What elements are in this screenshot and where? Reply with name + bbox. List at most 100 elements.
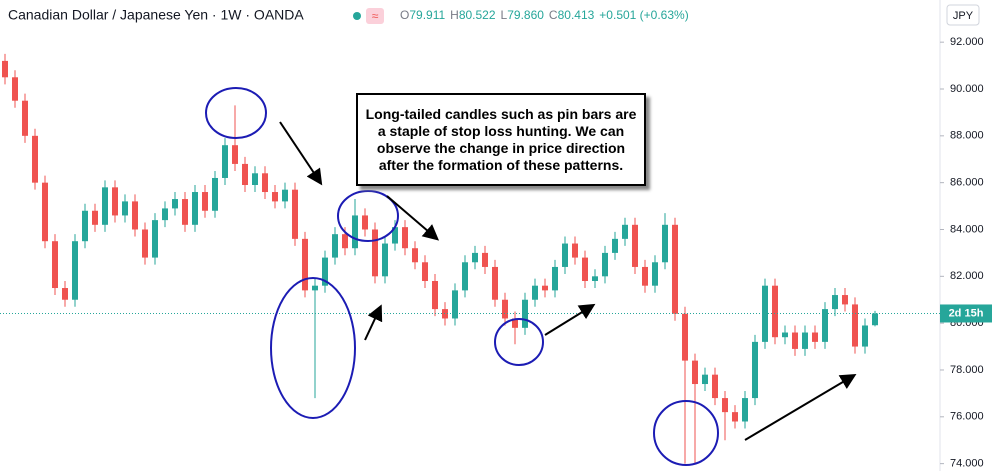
ohlc-value: 80.522 <box>459 8 496 22</box>
y-tick-label: 82.000 <box>950 270 984 282</box>
candle-body <box>592 276 598 282</box>
candle-body <box>362 215 368 230</box>
candle-body <box>852 304 858 347</box>
candle-body <box>582 257 588 282</box>
candle-body <box>832 295 838 310</box>
candle-body <box>652 262 658 286</box>
candle-body <box>502 299 508 319</box>
candle-body <box>102 187 108 225</box>
annotation-box: Long-tailed candles such as pin bars are… <box>356 93 646 186</box>
candle-body <box>472 252 478 263</box>
candle-body <box>422 262 428 282</box>
candle-body <box>842 295 848 305</box>
candle-body <box>732 412 738 422</box>
candle-body <box>302 238 308 291</box>
arrows <box>279 121 857 441</box>
y-tick-label: 78.000 <box>950 364 984 376</box>
ohlc-text: O79.911 H80.522 L79.860 C80.413 +0.501 (+0.6… <box>400 8 689 22</box>
arrow <box>386 195 440 241</box>
candle-body <box>672 224 678 314</box>
candles <box>2 53 878 464</box>
currency-button[interactable] <box>946 4 980 26</box>
candle-body <box>392 227 398 244</box>
candle-body <box>82 210 88 242</box>
countdown: 2d 15h <box>949 307 984 319</box>
candle-body <box>92 210 98 225</box>
candle-body <box>242 163 248 186</box>
status-dot <box>353 12 361 20</box>
candle-body <box>782 332 788 338</box>
candle-body <box>862 325 868 347</box>
candle-body <box>442 309 448 319</box>
candle-body <box>2 60 8 78</box>
candle-body <box>312 285 318 291</box>
candle-body <box>562 243 568 267</box>
candle-body <box>822 309 828 342</box>
y-tick-label: 92.000 <box>950 36 984 48</box>
candle-body <box>412 248 418 263</box>
candle-body <box>262 173 268 193</box>
candle-body <box>232 145 238 164</box>
candle-body <box>512 318 518 328</box>
candle-body <box>802 332 808 349</box>
ohlc-label: O <box>400 8 409 22</box>
candle-body <box>122 201 128 216</box>
candle-body <box>462 262 468 291</box>
y-tick-label: 74.000 <box>950 458 984 470</box>
candle-body <box>772 285 778 338</box>
candle-body <box>42 182 48 242</box>
candle-body <box>332 234 338 258</box>
ohlc-label: H <box>450 8 459 22</box>
candle-body <box>662 224 668 263</box>
candle-body <box>622 224 628 239</box>
candle-body <box>402 227 408 249</box>
highlight-circles <box>205 87 719 466</box>
candle-body <box>382 243 388 277</box>
ohlc-value: 79.860 <box>507 8 544 22</box>
overlay: 2d 15h <box>0 304 992 323</box>
candle-body <box>132 201 138 230</box>
candle-body <box>112 187 118 216</box>
candle-body <box>752 341 758 399</box>
candle-body <box>812 332 818 342</box>
candle-body <box>482 252 488 267</box>
chart-title: Canadian Dollar / Japanese Yen · 1W · OA… <box>8 7 304 23</box>
candle-body <box>272 192 278 202</box>
candle-body <box>192 192 198 225</box>
arrow <box>744 373 857 441</box>
candle-body <box>12 77 18 101</box>
candle-body <box>742 398 748 422</box>
arrow <box>544 303 596 336</box>
circle <box>205 87 267 139</box>
candle-body <box>642 266 648 286</box>
candle-body <box>552 266 558 291</box>
circle <box>270 277 356 419</box>
ohlc-label: L <box>501 8 508 22</box>
arrow <box>279 121 323 186</box>
countdown-tag <box>940 304 992 323</box>
candle-body <box>342 234 348 249</box>
arrow <box>364 304 383 341</box>
candle-body <box>612 238 618 253</box>
candle-body <box>692 360 698 385</box>
change: +0.501 (+0.63%) <box>599 8 688 22</box>
candle-body <box>372 229 378 277</box>
candle-body <box>252 173 258 186</box>
status-icon-glyph: ≈ <box>372 9 379 23</box>
candle-body <box>352 215 358 249</box>
candle-body <box>702 374 708 385</box>
circle <box>653 400 719 466</box>
circle <box>494 318 544 366</box>
candle-body <box>322 257 328 286</box>
candle-body <box>602 252 608 277</box>
y-tick-label: 84.000 <box>950 223 984 235</box>
candle-body <box>152 220 158 258</box>
ohlc-label: C <box>549 8 558 22</box>
status-icon <box>366 8 384 24</box>
candle-body <box>532 285 538 300</box>
candle-body <box>432 281 438 310</box>
y-tick-label: 76.000 <box>950 411 984 423</box>
candle-body <box>632 224 638 267</box>
candle-body <box>712 374 718 399</box>
